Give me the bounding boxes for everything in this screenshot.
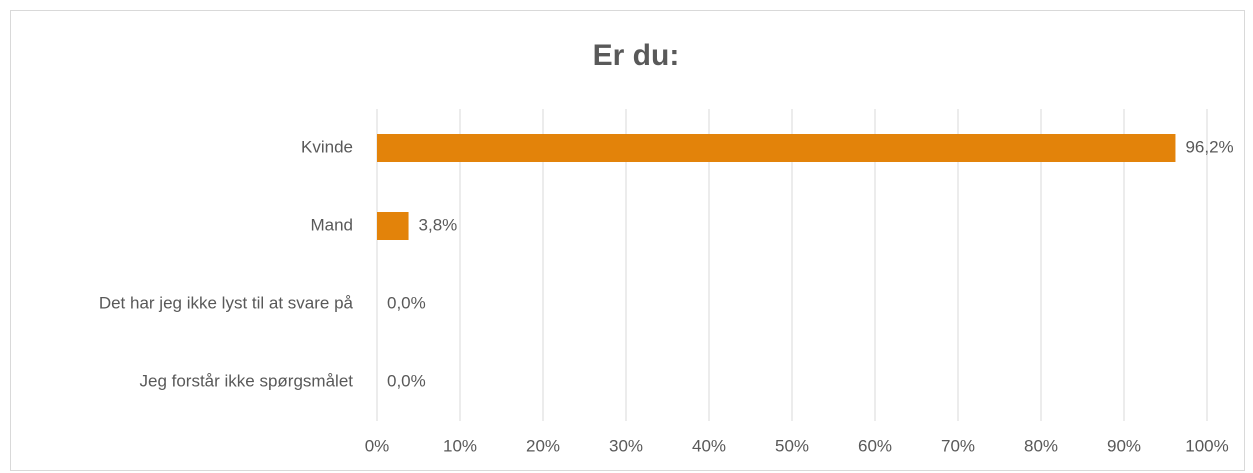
x-tick-label: 0%: [365, 436, 390, 455]
x-tick-label: 30%: [609, 436, 643, 455]
chart-frame: [10, 10, 1245, 471]
x-tick-label: 100%: [1185, 436, 1228, 455]
x-tick-label: 60%: [858, 436, 892, 455]
y-tick-label: Mand: [310, 215, 353, 234]
bar: [377, 134, 1176, 162]
data-label: 0,0%: [387, 371, 426, 390]
x-tick-label: 80%: [1024, 436, 1058, 455]
x-tick-label: 20%: [526, 436, 560, 455]
chart-title: Er du:: [593, 39, 680, 72]
x-tick-label: 90%: [1107, 436, 1141, 455]
bar: [377, 212, 409, 240]
data-label: 0,0%: [387, 293, 426, 312]
y-tick-label: Jeg forstår ikke spørgsmålet: [139, 371, 353, 390]
y-tick-label: Det har jeg ikke lyst til at svare på: [99, 293, 354, 312]
data-label: 3,8%: [419, 215, 458, 234]
x-tick-label: 10%: [443, 436, 477, 455]
x-tick-label: 50%: [775, 436, 809, 455]
x-tick-label: 40%: [692, 436, 726, 455]
x-tick-label: 70%: [941, 436, 975, 455]
data-label: 96,2%: [1185, 137, 1233, 156]
y-tick-label: Kvinde: [301, 137, 353, 156]
